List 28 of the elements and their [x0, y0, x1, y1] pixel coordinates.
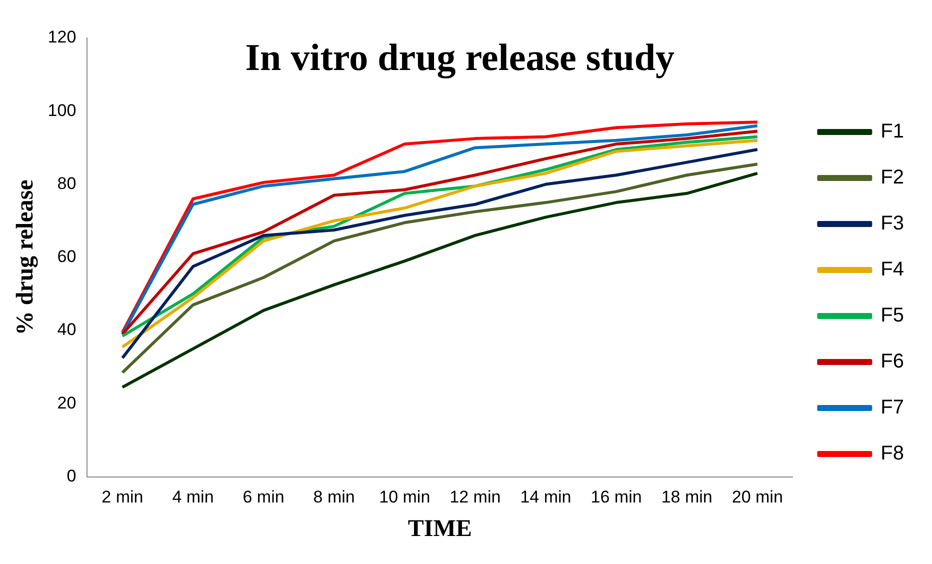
y-tick-label: 20: [57, 393, 76, 412]
legend-label: F7: [880, 396, 904, 419]
x-tick-label: 10 min: [379, 488, 430, 507]
x-tick-label: 20 min: [732, 488, 783, 507]
x-tick-label: 2 min: [102, 488, 144, 507]
y-tick-label: 100: [48, 100, 76, 120]
x-tick-label: 14 min: [520, 488, 572, 507]
legend-label: F1: [880, 120, 904, 143]
x-tick-label: 6 min: [242, 488, 284, 507]
x-tick-label: 16 min: [590, 488, 642, 507]
x-tick-label: 12 min: [450, 488, 501, 507]
y-tick-label: 40: [57, 320, 76, 340]
x-axis-title: TIME: [408, 516, 472, 542]
legend-label: F3: [880, 212, 904, 235]
legend-label: F6: [880, 350, 904, 373]
legend-label: F4: [880, 258, 904, 281]
y-axis-title: % drug release: [12, 179, 39, 336]
y-tick-label: 80: [57, 174, 76, 193]
y-tick-label: 60: [57, 247, 76, 266]
y-tick-label: 120: [48, 28, 76, 47]
legend-label: F8: [880, 442, 904, 465]
legend-label: F5: [880, 304, 904, 327]
y-tick-label: 0: [66, 466, 76, 486]
x-tick-label: 18 min: [661, 488, 712, 507]
legend-label: F2: [880, 166, 904, 189]
x-tick-label: 8 min: [313, 488, 355, 507]
chart-title: In vitro drug release study: [245, 36, 675, 79]
x-tick-label: 4 min: [172, 488, 214, 507]
